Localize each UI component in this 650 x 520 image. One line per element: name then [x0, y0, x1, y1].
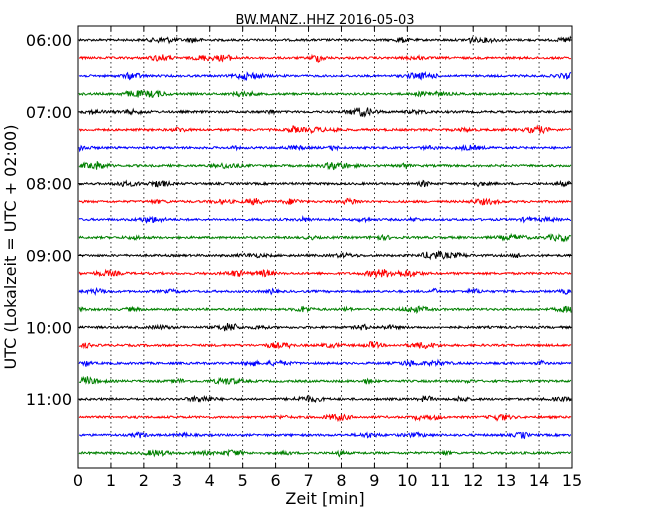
x-axis-label: Zeit [min] [285, 489, 364, 508]
y-tick-label: 09:00 [26, 246, 72, 265]
x-tick-label: 13 [496, 471, 516, 490]
trace-1045 [78, 375, 572, 385]
trace-1030 [78, 358, 572, 368]
x-tick-label: 6 [271, 471, 281, 490]
x-tick-label: 1 [106, 471, 116, 490]
trace-0800 [78, 179, 572, 188]
trace-0945 [78, 305, 572, 315]
y-tick-label: 07:00 [26, 103, 72, 122]
trace-0745 [78, 161, 572, 171]
trace-0915 [78, 268, 572, 280]
y-tick-label: 08:00 [26, 175, 72, 194]
x-tick-label: 7 [303, 471, 313, 490]
trace-0845 [78, 232, 572, 243]
x-tick-label: 3 [172, 471, 182, 490]
trace-0830 [78, 215, 572, 224]
plot-frame [77, 25, 573, 469]
y-tick-label: 06:00 [26, 31, 72, 50]
trace-0815 [78, 197, 572, 206]
trace-1000 [78, 322, 572, 332]
x-tick-label: 2 [139, 471, 149, 490]
y-tick-label: 10:00 [26, 318, 72, 337]
y-tick-label: 11:00 [26, 390, 72, 409]
x-tick-label: 0 [73, 471, 83, 490]
x-tick-label: 15 [562, 471, 582, 490]
trace-1115 [78, 413, 572, 423]
x-tick-label: 10 [397, 471, 417, 490]
x-tick-label: 4 [205, 471, 215, 490]
x-tick-label: 5 [238, 471, 248, 490]
x-tick-label: 8 [336, 471, 346, 490]
x-tick-label: 11 [430, 471, 450, 490]
x-axis: 0 1 2 3 4 5 6 7 8 9 10 11 12 13 14 15 [73, 26, 582, 490]
x-tick-label: 14 [529, 471, 549, 490]
trace-0730 [78, 144, 572, 153]
trace-0645 [78, 89, 572, 98]
trace-0600 [79, 35, 572, 45]
trace-0615 [78, 53, 571, 63]
x-tick-label: 9 [369, 471, 379, 490]
trace-layer [78, 35, 572, 458]
y-axis: 06:00 07:00 08:00 09:00 10:00 11:00 [26, 31, 572, 409]
trace-0630 [78, 70, 572, 82]
trace-0900 [78, 250, 572, 261]
trace-1015 [78, 341, 572, 350]
chart-title: BW.MANZ..HHZ 2016-05-03 [235, 13, 414, 28]
trace-1130 [79, 431, 572, 440]
trace-0700 [78, 107, 572, 118]
x-tick-label: 12 [463, 471, 483, 490]
grid-layer [110, 26, 540, 468]
trace-0715 [79, 124, 572, 135]
y-axis-label: UTC (Lokalzeit = UTC + 02:00) [1, 125, 20, 370]
trace-1145 [78, 448, 572, 458]
trace-1100 [78, 394, 572, 404]
trace-0930 [78, 286, 572, 296]
